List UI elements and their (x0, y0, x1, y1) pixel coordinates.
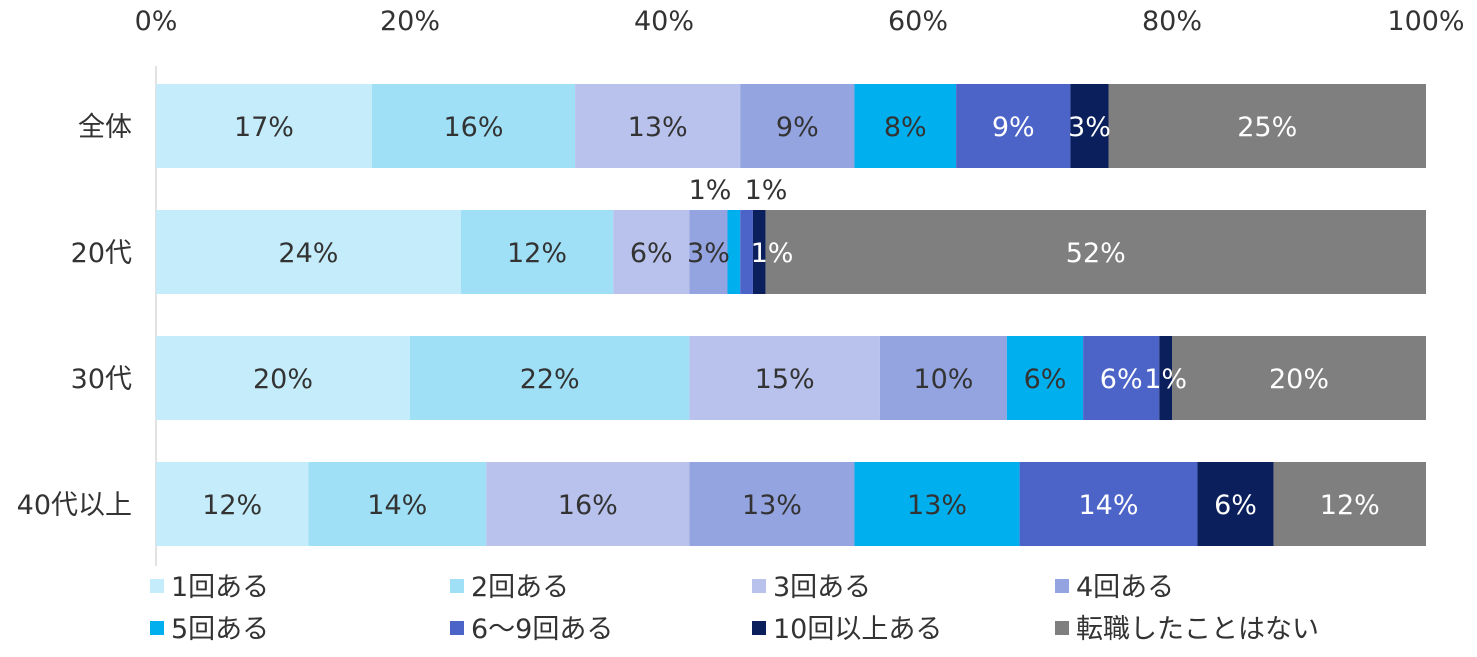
x-tick-label: 100% (1387, 6, 1464, 37)
bar-segment (486, 462, 690, 546)
bar-segment (1019, 462, 1198, 546)
legend-swatch (450, 621, 464, 635)
bar-segment (1159, 336, 1172, 420)
bar-segments (156, 84, 1426, 546)
data-label: 6% (630, 238, 673, 269)
data-label: 12% (1320, 490, 1380, 521)
data-labels: 17% 16% 13% 9% 8% 9% 3% 25% 24% 12% 6% 3% 1% 1% 1% 52% 2… (202, 112, 1380, 521)
bar-segment (740, 210, 753, 294)
x-tick-label: 60% (888, 6, 948, 37)
data-label: 14% (367, 490, 427, 521)
bar-segment (879, 336, 1007, 420)
bar-segment (371, 84, 576, 168)
bar-segment (410, 336, 690, 420)
bar-segment (727, 210, 741, 294)
legend-label: 4回ある (1076, 572, 1174, 603)
legend-label: 1回ある (171, 572, 269, 603)
bar-segment (308, 462, 487, 546)
category-label: 全体 (78, 112, 132, 143)
bar-segment (613, 210, 690, 294)
x-tick-label: 40% (634, 6, 694, 37)
data-label: 52% (1066, 238, 1126, 269)
legend-swatch (1055, 579, 1069, 593)
data-label: 3% (687, 238, 730, 269)
data-label: 13% (742, 490, 802, 521)
data-label: 20% (253, 364, 313, 395)
bar-segment (854, 84, 957, 168)
data-label: 10% (913, 364, 973, 395)
legend-label: 2回ある (471, 572, 569, 603)
data-label: 9% (992, 112, 1035, 143)
data-label: 6% (1100, 364, 1143, 395)
legend-swatch (150, 579, 164, 593)
data-label: 9% (776, 112, 819, 143)
data-label: 12% (507, 238, 567, 269)
x-axis-ticks: 0% 20% 40% 60% 80% 100% (135, 6, 1465, 37)
legend-label: 10回以上ある (773, 614, 942, 645)
bar-segment (689, 462, 855, 546)
legend-label: 6～9回ある (471, 614, 613, 645)
data-label: 20% (1269, 364, 1329, 395)
legend-label: 5回ある (171, 614, 269, 645)
bar-segment (460, 210, 614, 294)
bar-segment (156, 210, 461, 294)
data-label: 17% (234, 112, 294, 143)
bar-segment (156, 462, 309, 546)
category-label: 30代 (71, 364, 132, 395)
bar-segment (740, 84, 855, 168)
data-label: 15% (755, 364, 815, 395)
data-label: 1% (745, 175, 788, 206)
category-label: 20代 (71, 238, 132, 269)
legend: 1回ある 2回ある 3回ある 4回ある 5回ある 6～9回ある 10回以上ある 転職したことは… (150, 572, 1319, 645)
data-label: 25% (1237, 112, 1297, 143)
legend-swatch (450, 579, 464, 593)
data-label: 13% (628, 112, 688, 143)
category-label: 40代以上 (17, 490, 132, 521)
x-tick-label: 20% (380, 6, 440, 37)
category-labels: 全体 20代 30代 40代以上 (17, 112, 132, 521)
legend-swatch (150, 621, 164, 635)
data-label: 1% (1144, 364, 1187, 395)
data-label: 16% (558, 490, 618, 521)
bar-segment (1070, 84, 1109, 168)
data-label: 8% (884, 112, 927, 143)
data-label: 1% (689, 175, 732, 206)
data-label: 13% (907, 490, 967, 521)
x-tick-label: 0% (135, 6, 178, 37)
bar-segment (956, 84, 1071, 168)
data-label: 22% (520, 364, 580, 395)
data-label: 6% (1024, 364, 1067, 395)
bar-segment (575, 84, 741, 168)
legend-label: 転職したことはない (1076, 614, 1319, 645)
bar-segment (1006, 336, 1084, 420)
data-label: 16% (443, 112, 503, 143)
bar-segment (752, 210, 766, 294)
x-tick-label: 80% (1142, 6, 1202, 37)
data-label: 14% (1078, 490, 1138, 521)
bar-segment (765, 210, 1426, 294)
bar-segment (1273, 462, 1426, 546)
bar-segment (1083, 336, 1160, 420)
bar-segment (689, 210, 728, 294)
legend-swatch (752, 621, 766, 635)
legend-swatch (1055, 621, 1069, 635)
bar-segment (156, 336, 410, 420)
bar-segment (1172, 336, 1426, 420)
legend-swatch (752, 579, 766, 593)
bar-segment (854, 462, 1020, 546)
data-label: 3% (1068, 112, 1111, 143)
data-label: 12% (202, 490, 262, 521)
data-label: 6% (1214, 490, 1257, 521)
bar-segment (689, 336, 880, 420)
legend-label: 3回ある (773, 572, 871, 603)
bar-segment (156, 84, 372, 168)
data-label: 24% (278, 238, 338, 269)
bar-segment (1108, 84, 1426, 168)
data-label: 1% (751, 238, 794, 269)
bar-segment (1197, 462, 1274, 546)
